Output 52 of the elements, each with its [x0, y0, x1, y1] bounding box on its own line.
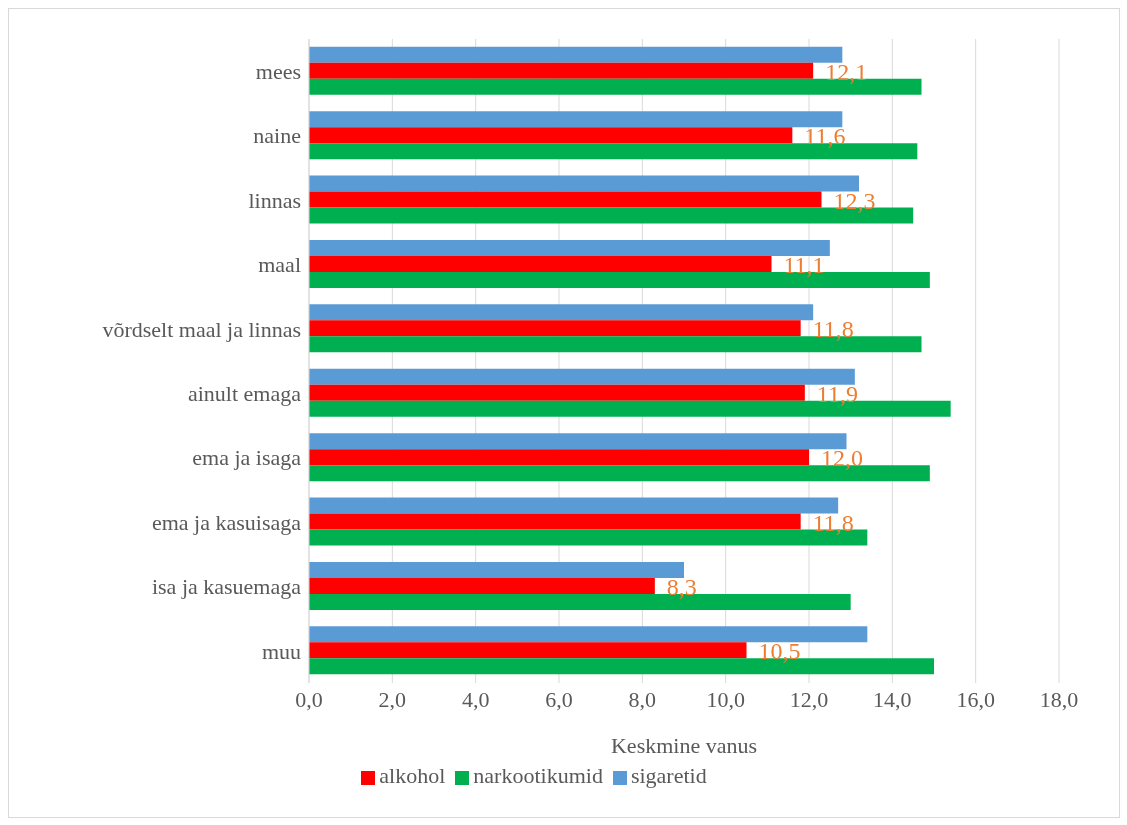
- data-label: 11,1: [783, 251, 825, 278]
- bar: [309, 191, 822, 208]
- y-tick-label: ainult emaga: [187, 381, 302, 407]
- bar: [309, 62, 814, 79]
- x-tick-label: 6,0: [545, 686, 573, 712]
- bar: [309, 433, 847, 450]
- y-tick-label: maal: [258, 252, 301, 278]
- x-tick-label: 18,0: [1039, 686, 1079, 712]
- bar: [309, 384, 805, 401]
- bar: [309, 561, 684, 578]
- y-tick-label: isa ja kasuemaga: [151, 574, 302, 600]
- bar: [309, 111, 843, 128]
- y-tick-label: muu: [261, 638, 301, 664]
- bar: [309, 368, 855, 385]
- bar: [309, 642, 747, 659]
- x-tick-label: 10,0: [706, 686, 745, 712]
- x-tick-label: 12,0: [789, 686, 829, 712]
- bar: [309, 449, 809, 466]
- bar: [309, 255, 772, 272]
- legend-label: alkohol: [379, 763, 446, 788]
- x-axis-title: Keskmine vanus: [610, 733, 758, 758]
- data-label: 10,5: [758, 638, 801, 665]
- x-tick-label: 8,0: [628, 686, 657, 712]
- bar: [309, 127, 793, 144]
- x-tick-label: 16,0: [956, 686, 995, 712]
- y-tick-label: ema ja isaga: [192, 445, 302, 471]
- y-tick-label: võrdselt maal ja linnas: [102, 316, 301, 342]
- bar: [309, 46, 843, 63]
- x-tick-label: 2,0: [378, 686, 407, 712]
- y-tick-label: mees: [255, 59, 301, 85]
- bar: [309, 304, 814, 321]
- bar: [309, 626, 868, 643]
- bar: [309, 239, 830, 256]
- data-label: 12,0: [821, 445, 863, 472]
- bar: [309, 320, 801, 337]
- x-tick-label: 4,0: [461, 686, 490, 712]
- bar: [309, 497, 839, 514]
- bar: [309, 513, 801, 530]
- legend-label: narkootikumid: [473, 763, 603, 788]
- data-label: 8,3: [666, 573, 697, 600]
- data-label: 11,6: [804, 123, 846, 150]
- bar: [309, 577, 655, 594]
- y-tick-label: naine: [253, 123, 301, 149]
- data-label: 12,1: [825, 58, 868, 85]
- data-label: 11,9: [816, 380, 858, 407]
- y-tick-label: linnas: [248, 187, 301, 213]
- legend-label: sigaretid: [630, 763, 707, 788]
- bar: [309, 175, 859, 192]
- x-tick-label: 14,0: [873, 686, 912, 712]
- y-tick-label: ema ja kasuisaga: [151, 509, 302, 535]
- x-tick-label: 0,0: [295, 686, 323, 712]
- data-label: 11,8: [812, 316, 854, 343]
